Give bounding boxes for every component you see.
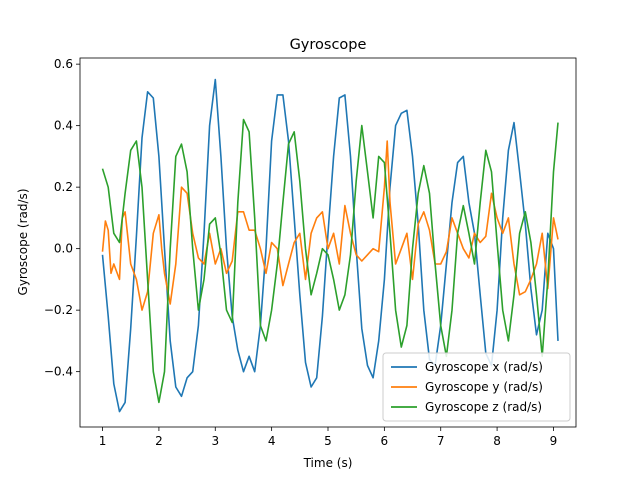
series-layer [101,78,559,413]
x-tick-label: 6 [381,434,389,448]
y-tick-label: −0.4 [44,365,73,379]
x-tick-label: 1 [99,434,107,448]
x-tick-label: 2 [155,434,163,448]
y-axis-label: Gyroscope (rad/s) [16,189,30,296]
y-tick-label: 0.6 [54,57,73,71]
series-line-z [101,118,559,404]
y-tick-label: 0.4 [54,119,73,133]
legend-label: Gyroscope y (rad/s) [425,380,543,394]
legend-label: Gyroscope x (rad/s) [425,360,543,374]
y-tick-label: 0.2 [54,180,73,194]
series-line-y [101,140,559,311]
x-axis: 1 2 3 4 5 6 7 8 9 [99,427,558,448]
x-tick-label: 5 [324,434,332,448]
y-tick-label: 0.0 [54,242,73,256]
x-tick-label: 9 [550,434,558,448]
legend: Gyroscope x (rad/s) Gyroscope y (rad/s) Gy… [382,352,571,422]
x-tick-label: 3 [211,434,219,448]
plot-area [79,57,577,428]
y-tick-label: −0.2 [44,303,73,317]
series-line-x [101,78,559,413]
y-axis: −0.4 −0.2 0.0 0.2 0.4 0.6 [44,57,80,379]
legend-box [382,352,571,422]
x-tick-label: 7 [437,434,445,448]
x-tick-label: 4 [268,434,276,448]
x-tick-label: 8 [493,434,501,448]
chart-title: Gyroscope [290,37,367,53]
x-axis-label: Time (s) [303,456,353,470]
legend-label: Gyroscope z (rad/s) [425,400,542,414]
